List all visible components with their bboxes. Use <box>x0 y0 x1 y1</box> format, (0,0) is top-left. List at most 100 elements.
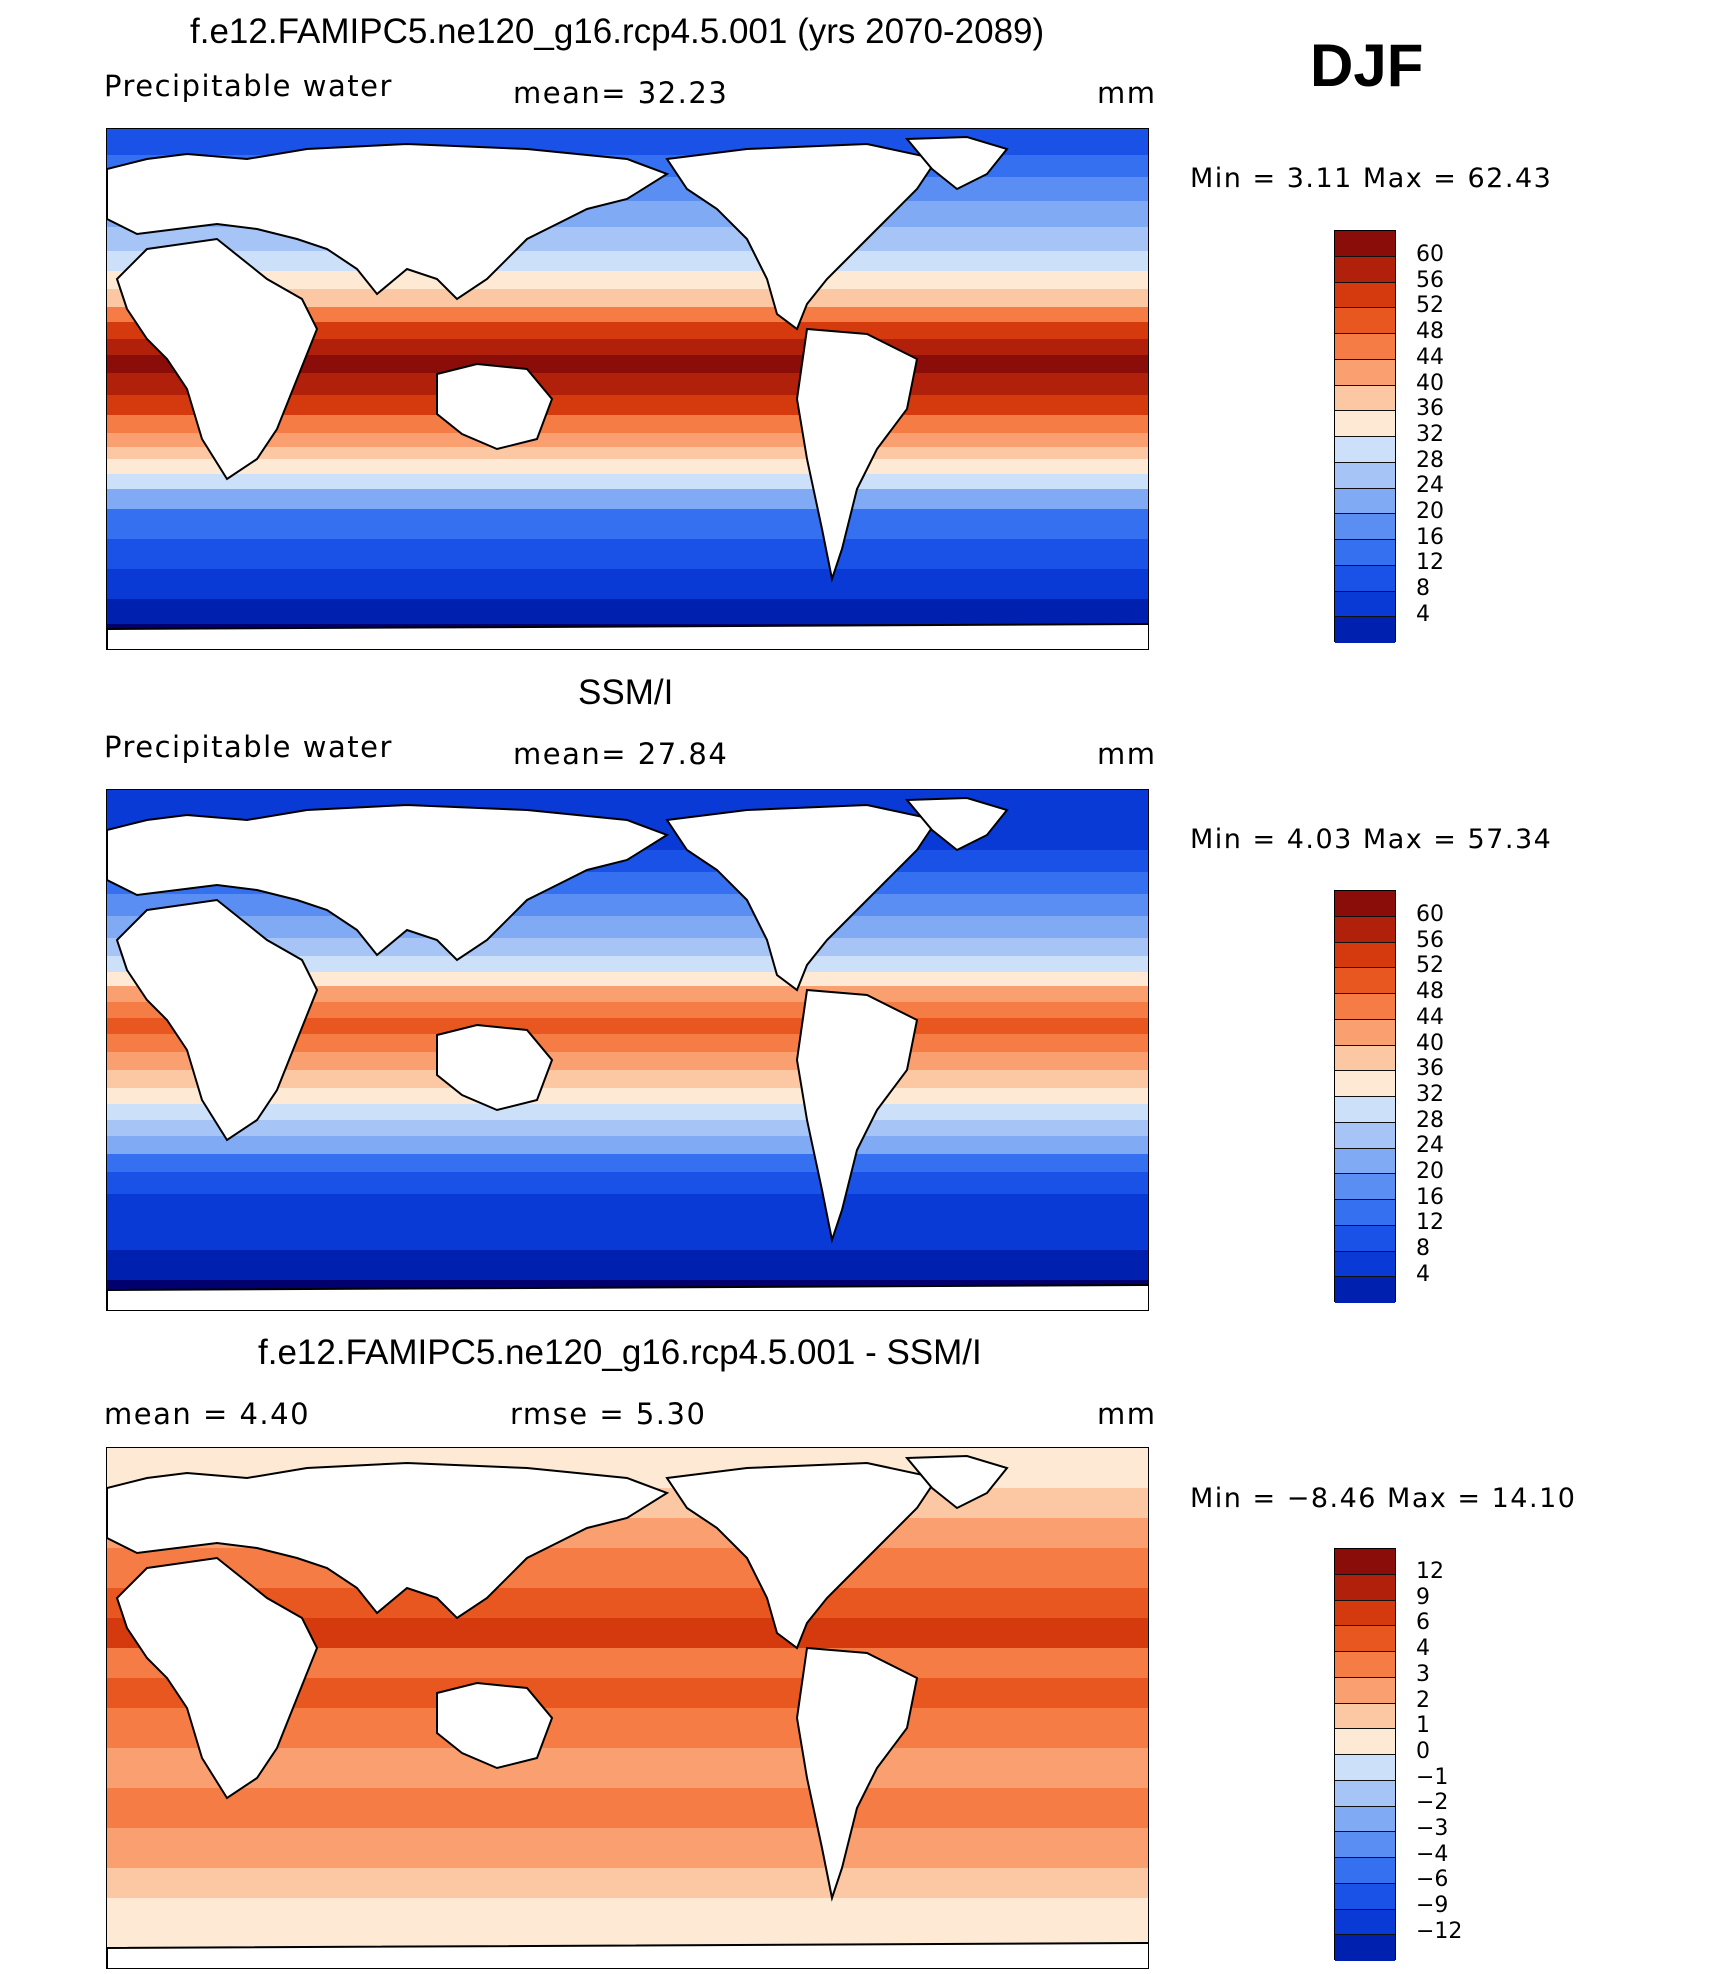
colorbar-swatch <box>1335 1703 1395 1730</box>
colorbar-label: −9 <box>1416 1893 1449 1919</box>
continent <box>107 142 670 301</box>
colorbar-swatch <box>1335 591 1395 618</box>
colorbar-swatch <box>1335 1909 1395 1936</box>
colorbar-label: 16 <box>1416 524 1444 550</box>
continent <box>115 898 319 1142</box>
colorbar-swatch <box>1335 1883 1395 1910</box>
colorbar-swatch <box>1335 1677 1395 1704</box>
colorbar-label: 52 <box>1416 293 1444 319</box>
colorbar-label: 28 <box>1416 1107 1444 1133</box>
field-band <box>107 289 1148 308</box>
continent <box>107 1461 670 1620</box>
colorbar-swatch <box>1335 437 1395 463</box>
colorbar-swatch <box>1335 462 1395 489</box>
colorbar-swatch <box>1335 1148 1395 1175</box>
panel2-variable-label: Precipitable water <box>104 730 393 764</box>
colorbar-swatch <box>1335 282 1395 309</box>
colorbar-label: −4 <box>1416 1841 1449 1867</box>
colorbar-label: 20 <box>1416 499 1444 524</box>
continent <box>795 327 919 583</box>
colorbar-label: 12 <box>1416 550 1444 576</box>
colorbar-label: −12 <box>1416 1918 1463 1944</box>
colorbar-label: 12 <box>1416 1210 1444 1236</box>
field-band <box>107 509 1148 540</box>
panel1-colorbar <box>1334 230 1396 643</box>
colorbar-swatch <box>1335 1780 1395 1807</box>
colorbar-swatch <box>1335 916 1395 943</box>
panel1-continents <box>107 135 1148 649</box>
colorbar-label: 28 <box>1416 447 1444 473</box>
colorbar-label: 8 <box>1416 576 1430 602</box>
field-band <box>107 599 1148 625</box>
colorbar-swatch <box>1335 411 1395 437</box>
season-label: DJF <box>1310 32 1424 99</box>
panel1-variable-label: Precipitable water <box>104 69 393 103</box>
panel2-minmax: Min = 4.03 Max = 57.34 <box>1190 824 1553 855</box>
panel3-rmse: rmse = 5.30 <box>510 1397 707 1431</box>
colorbar-swatch <box>1335 308 1395 334</box>
colorbar-swatch <box>1335 1652 1395 1678</box>
field-band <box>107 489 1148 510</box>
colorbar-label: 60 <box>1416 902 1444 927</box>
field-band <box>107 447 1148 460</box>
colorbar-label: 56 <box>1416 267 1444 293</box>
colorbar-swatch <box>1335 1045 1395 1072</box>
panel3-minmax: Min = −8.46 Max = 14.10 <box>1190 1483 1577 1514</box>
field-band <box>107 459 1148 475</box>
colorbar-label: 12 <box>1416 1559 1444 1584</box>
field-band <box>107 972 1148 987</box>
colorbar-label: 9 <box>1416 1584 1430 1610</box>
colorbar-label: 40 <box>1416 370 1444 396</box>
colorbar-label: 2 <box>1416 1687 1430 1713</box>
colorbar-swatch <box>1335 1935 1395 1961</box>
continent <box>107 803 670 962</box>
panel2-title: SSM/I <box>578 673 674 712</box>
colorbar-swatch <box>1335 1200 1395 1226</box>
field-band <box>107 1120 1148 1137</box>
colorbar-swatch <box>1335 488 1395 515</box>
continent <box>795 1646 919 1902</box>
colorbar-swatch <box>1335 1277 1395 1303</box>
colorbar-label: 44 <box>1416 344 1444 370</box>
panel1-title: f.e12.FAMIPC5.ne120_g16.rcp4.5.001 (yrs … <box>190 12 1045 51</box>
continent <box>107 623 1148 649</box>
colorbar-label: −6 <box>1416 1867 1449 1893</box>
colorbar-label: 24 <box>1416 1133 1444 1159</box>
continent <box>795 988 919 1244</box>
field-band <box>107 129 1148 142</box>
colorbar-label: 4 <box>1416 1636 1430 1662</box>
panel1-map <box>106 128 1149 650</box>
continent <box>904 796 1009 852</box>
panel2-continents <box>107 796 1148 1310</box>
continent <box>107 1942 1148 1968</box>
colorbar-swatch <box>1335 540 1395 566</box>
field-band <box>107 956 1148 973</box>
continent <box>115 1556 319 1800</box>
field-band <box>107 1788 1148 1829</box>
colorbar-swatch <box>1335 514 1395 540</box>
colorbar-label: 8 <box>1416 1236 1430 1262</box>
panel3-colorbar <box>1334 1548 1396 1961</box>
colorbar-label: 6 <box>1416 1610 1430 1636</box>
field-band <box>107 1136 1148 1155</box>
field-band <box>107 569 1148 600</box>
colorbar-label: 40 <box>1416 1030 1444 1056</box>
colorbar-label: 4 <box>1416 601 1430 627</box>
colorbar-swatch <box>1335 231 1395 257</box>
field-band <box>107 474 1148 490</box>
field-band <box>107 539 1148 570</box>
continent <box>436 1681 554 1770</box>
panel1-units: mm <box>1097 76 1157 110</box>
continent <box>115 237 319 481</box>
colorbar-swatch <box>1335 942 1395 969</box>
panel2-mean: mean= 27.84 <box>513 737 729 771</box>
colorbar-label: 60 <box>1416 242 1444 267</box>
field-band <box>107 1748 1148 1789</box>
colorbar-swatch <box>1335 1071 1395 1097</box>
colorbar-label: −3 <box>1416 1816 1449 1841</box>
colorbar-swatch <box>1335 1600 1395 1627</box>
continent <box>107 1284 1148 1310</box>
continent <box>665 1461 939 1650</box>
colorbar-swatch <box>1335 994 1395 1020</box>
colorbar-label: 32 <box>1416 421 1444 447</box>
